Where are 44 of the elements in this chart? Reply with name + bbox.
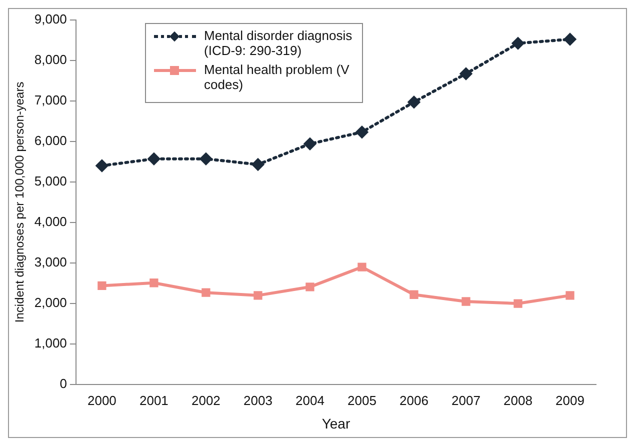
point — [148, 152, 160, 165]
x-tick-label: 2009 — [556, 392, 584, 408]
y-tick-label: 4,000 — [34, 214, 67, 230]
x-tick-label: 2004 — [296, 392, 324, 408]
x-tick-label: 2006 — [400, 392, 428, 408]
x-axis-title: Year — [322, 415, 350, 432]
point — [98, 281, 106, 290]
y-tick-label: 0 — [60, 376, 67, 392]
x-tick-label: 2000 — [87, 392, 116, 408]
point — [462, 297, 470, 306]
point — [512, 37, 524, 50]
point — [200, 152, 212, 165]
x-tick-label: 2005 — [348, 392, 376, 408]
y-tick-label: 6,000 — [34, 132, 67, 148]
y-tick-label: 2,000 — [34, 295, 67, 310]
point — [566, 291, 574, 300]
y-tick-label: 7,000 — [34, 92, 67, 108]
legend-label: Mental disorder diagnosis (ICD-9: 290-319) — [204, 28, 354, 58]
x-tick-label: 2003 — [243, 392, 272, 408]
point — [202, 288, 210, 297]
x-tick-label: 2001 — [139, 392, 168, 408]
x-tick-label: 2007 — [452, 392, 480, 408]
legend-label: Mental health problem (V codes) — [204, 62, 350, 92]
y-tick-label: 3,000 — [34, 254, 67, 270]
point — [96, 160, 108, 172]
x-tick-label: 2008 — [504, 392, 532, 408]
point — [358, 262, 366, 272]
point — [304, 138, 316, 150]
y-axis-title: Incident diagnoses per 100,000 person-years — [12, 82, 27, 323]
y-tick-label: 8,000 — [34, 52, 67, 67]
y-tick-label: 1,000 — [34, 336, 67, 351]
point — [254, 291, 262, 300]
point — [150, 278, 158, 288]
point — [564, 33, 576, 46]
y-tick-label: 5,000 — [34, 174, 67, 189]
point — [408, 96, 420, 108]
x-tick-label: 2002 — [191, 392, 220, 408]
point — [514, 299, 522, 308]
point — [460, 68, 472, 80]
point — [252, 158, 264, 171]
point — [356, 126, 368, 138]
y-tick-label: 9,000 — [34, 11, 67, 26]
point — [306, 282, 314, 292]
point — [410, 290, 418, 299]
